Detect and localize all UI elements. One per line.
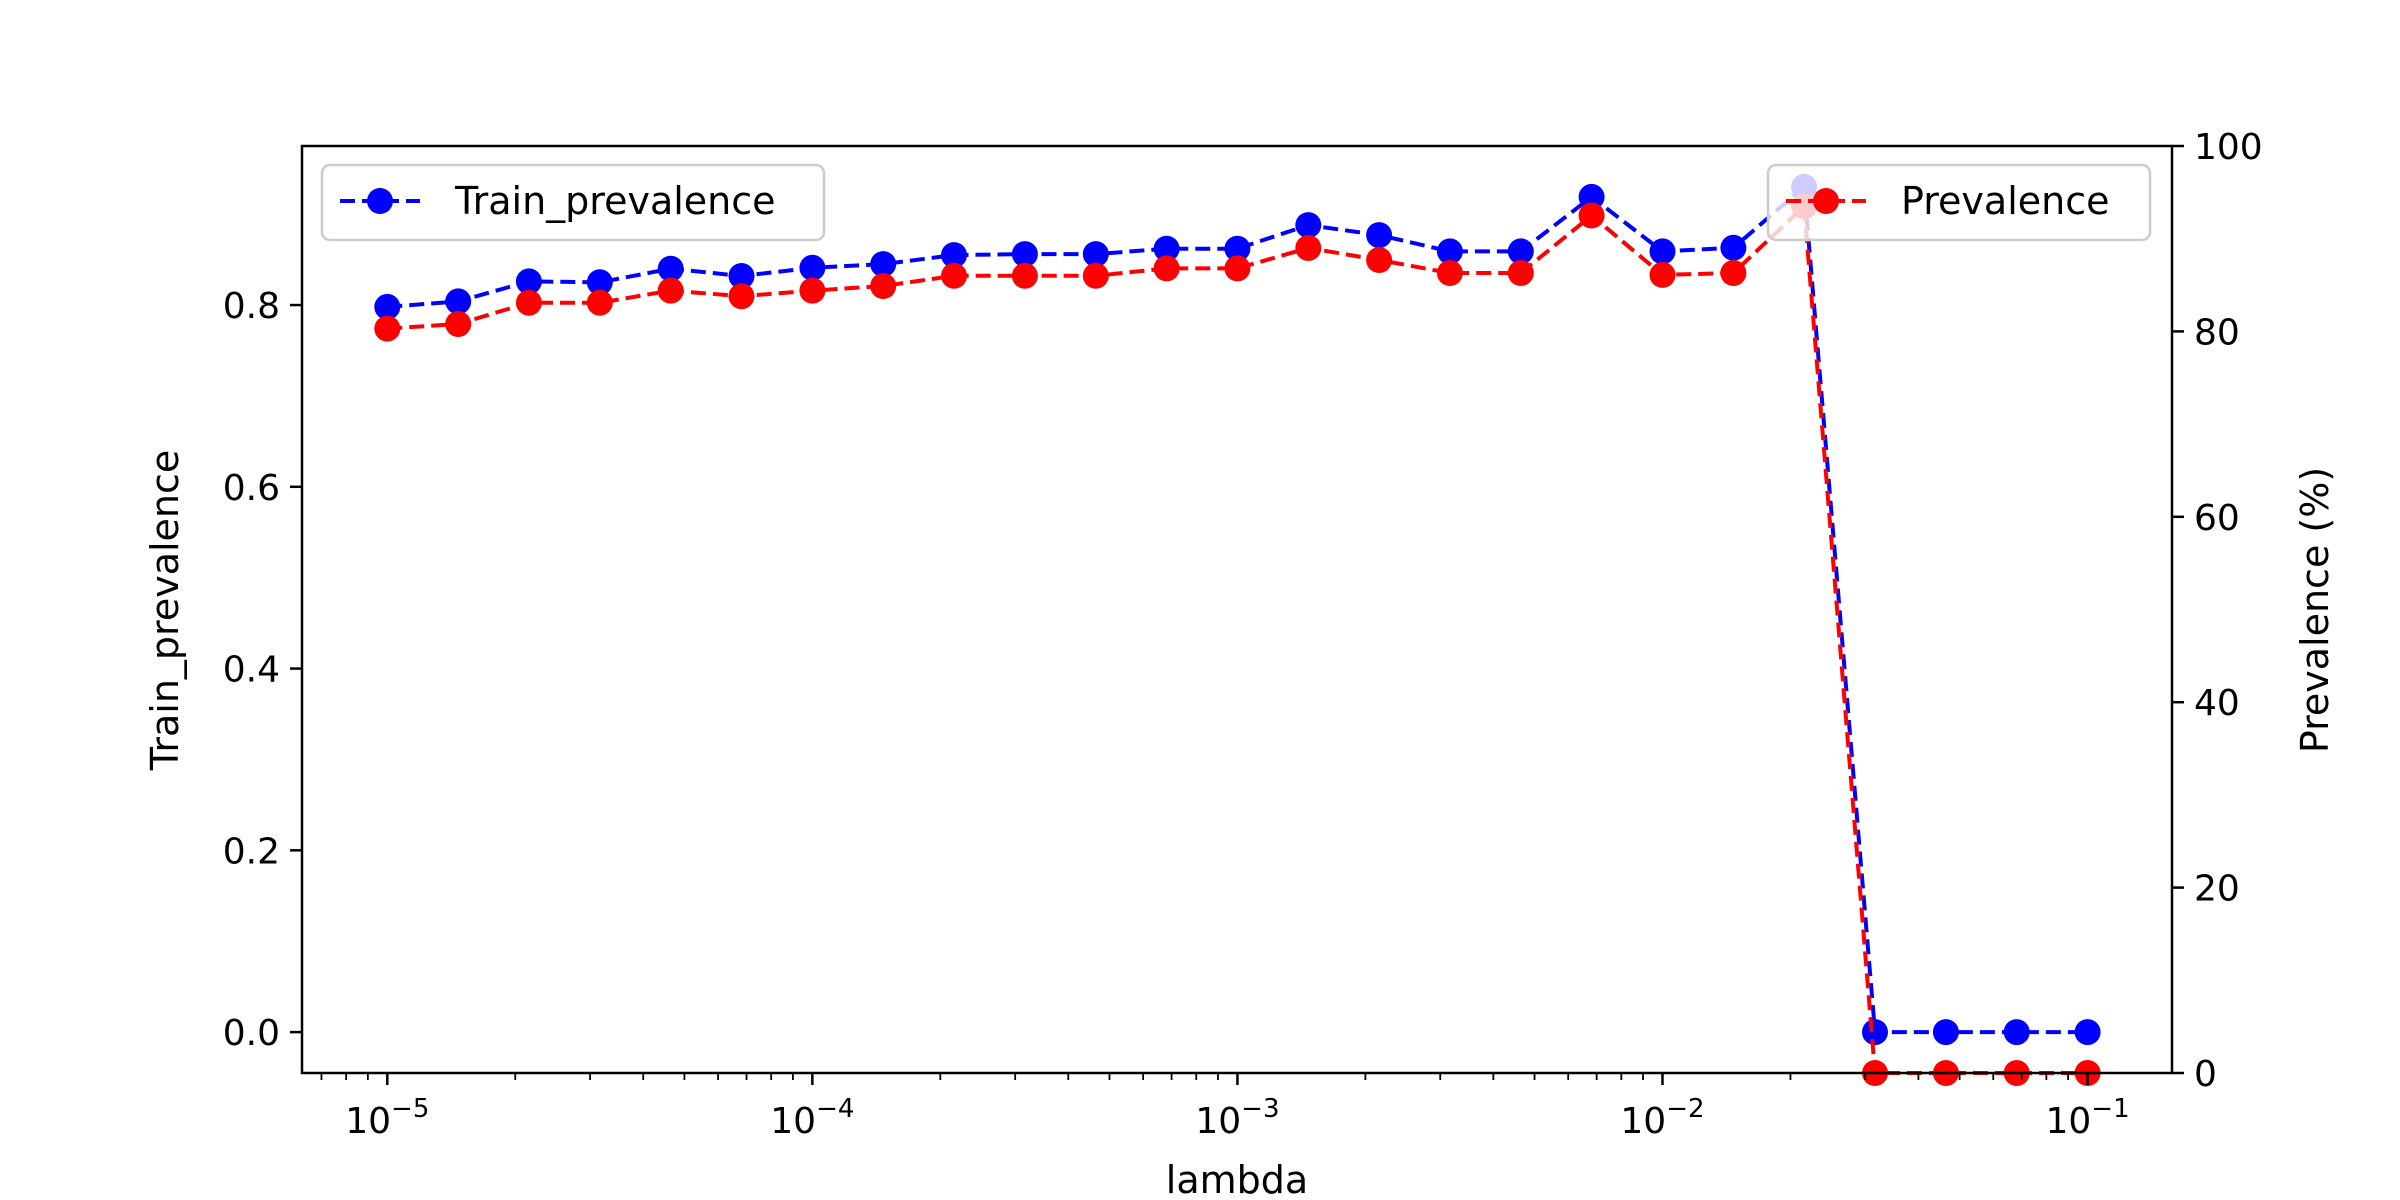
data-point xyxy=(941,262,967,289)
data-point xyxy=(1649,261,1676,288)
data-point xyxy=(1649,238,1676,265)
x-tick-mantissa: 10 xyxy=(770,1101,816,1142)
data-point xyxy=(1932,1019,1959,1046)
data-point xyxy=(1862,1019,1888,1046)
data-point xyxy=(1578,202,1605,229)
x-tick-label: 10−3 xyxy=(1195,1094,1279,1142)
y-left-tick-label: 0.2 xyxy=(223,831,280,872)
legend-train-prevalence: Train_prevalence xyxy=(320,163,826,242)
y-axis-right-label: Prevalence (%) xyxy=(2293,467,2337,753)
data-point xyxy=(1295,235,1322,261)
data-point xyxy=(445,311,472,337)
x-tick-mantissa: 10 xyxy=(1195,1101,1241,1142)
data-point xyxy=(870,273,897,299)
data-point xyxy=(1082,241,1109,268)
x-tick-exponent: −4 xyxy=(816,1094,854,1124)
y-right-tick-label: 0 xyxy=(2194,1054,2217,1095)
x-tick-label: 10−4 xyxy=(770,1094,854,1142)
data-point xyxy=(799,254,826,281)
data-point xyxy=(2074,1019,2101,1046)
data-point xyxy=(586,289,613,316)
data-point xyxy=(374,315,401,342)
data-point xyxy=(1011,262,1038,289)
data-point xyxy=(515,268,542,295)
data-point xyxy=(1507,238,1534,265)
x-tick-exponent: −5 xyxy=(391,1094,429,1124)
y-right-tick-label: 80 xyxy=(2194,312,2240,353)
data-point xyxy=(374,293,401,320)
y-right-tick-label: 40 xyxy=(2194,683,2240,724)
data-point xyxy=(799,277,826,304)
plot-area xyxy=(302,146,2172,1073)
data-point xyxy=(515,289,542,316)
y-right-tick-label: 20 xyxy=(2194,869,2240,910)
data-point xyxy=(1507,260,1534,286)
x-axis: 10−5 10−4 10−3 10−2 10−1 xyxy=(320,1073,2130,1142)
data-point xyxy=(445,288,472,315)
data-point xyxy=(2003,1019,2030,1046)
x-tick-mantissa: 10 xyxy=(345,1101,391,1142)
y-axis-left: 0.0 0.2 0.4 0.6 0.8 xyxy=(223,286,302,1054)
data-point xyxy=(1011,241,1038,268)
data-point xyxy=(1578,183,1605,210)
data-point xyxy=(1224,235,1251,262)
data-point xyxy=(728,283,755,310)
y-axis-left-label: Train_prevalence xyxy=(143,450,187,772)
x-tick-exponent: −1 xyxy=(2091,1094,2129,1124)
legend-prevalence: Prevalence xyxy=(1766,163,2152,242)
data-point xyxy=(728,263,755,289)
data-point xyxy=(1153,255,1180,282)
data-point xyxy=(586,269,613,296)
y-right-tick-label: 100 xyxy=(2194,127,2263,168)
data-point xyxy=(1295,212,1322,239)
data-point xyxy=(1224,255,1251,282)
x-tick-exponent: −3 xyxy=(1241,1094,1279,1124)
legend-marker-sample xyxy=(367,188,393,214)
legend-label: Train_prevalence xyxy=(454,179,776,223)
data-point xyxy=(657,277,684,304)
legend-box xyxy=(320,163,826,242)
x-tick-label: 10−5 xyxy=(345,1094,429,1142)
data-point xyxy=(941,242,967,269)
data-point xyxy=(1366,222,1393,249)
data-point xyxy=(1082,262,1109,289)
x-tick-exponent: −2 xyxy=(1666,1094,1704,1124)
y-axis-right: 0 20 40 60 80 100 xyxy=(2172,127,2263,1095)
data-point xyxy=(1436,238,1463,265)
y-right-tick-label: 60 xyxy=(2194,498,2240,539)
data-point xyxy=(870,251,897,278)
x-axis-label: lambda xyxy=(1166,1158,1308,1200)
x-tick-label: 10−2 xyxy=(1620,1094,1704,1142)
x-tick-label: 10−1 xyxy=(2045,1094,2129,1142)
data-point xyxy=(1436,260,1463,286)
y-left-tick-label: 0.6 xyxy=(223,468,280,509)
x-tick-mantissa: 10 xyxy=(2045,1101,2091,1142)
data-point xyxy=(1153,235,1180,262)
data-point xyxy=(1720,234,1747,261)
data-point xyxy=(1366,247,1393,273)
data-point xyxy=(1720,260,1747,286)
legend-marker-sample xyxy=(1813,188,1839,214)
legend-label: Prevalence xyxy=(1901,179,2109,223)
y-left-tick-label: 0.0 xyxy=(223,1013,280,1054)
x-tick-mantissa: 10 xyxy=(1620,1101,1666,1142)
y-left-tick-label: 0.4 xyxy=(223,650,280,691)
data-point xyxy=(657,255,684,282)
y-left-tick-label: 0.8 xyxy=(223,286,280,327)
legend-box xyxy=(1766,163,2152,242)
